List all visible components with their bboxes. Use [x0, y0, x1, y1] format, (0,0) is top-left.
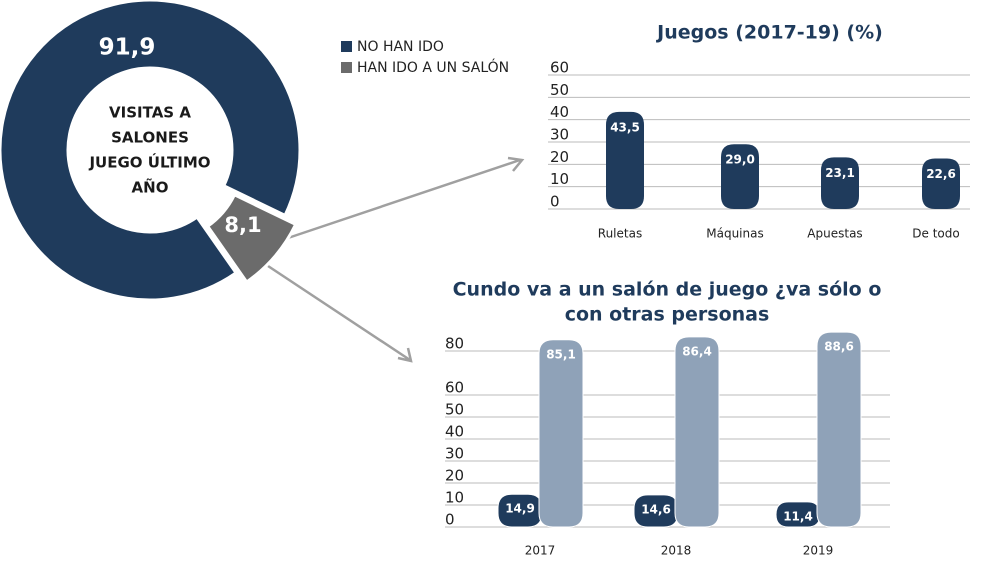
bar: [721, 144, 759, 209]
value-label: 88,6: [824, 340, 854, 354]
legend-swatch: [341, 41, 352, 52]
legend-label: NO HAN IDO: [357, 39, 444, 55]
y-tick-label: 0: [445, 511, 455, 529]
y-tick-label: 40: [445, 423, 464, 441]
legend-swatch: [341, 62, 352, 73]
value-label: 11,4: [783, 509, 813, 523]
arrow: [267, 264, 413, 363]
bar: [922, 158, 960, 209]
bar: [816, 331, 862, 528]
y-tick-label: 40: [550, 103, 569, 121]
legend-label: HAN IDO A UN SALÓN: [357, 58, 509, 76]
y-tick-label: 10: [445, 489, 464, 507]
bar: [606, 111, 644, 209]
chart-title: Cundo va a un salón de juego ¿va sólo o: [453, 279, 882, 301]
y-tick-label: 20: [550, 148, 569, 166]
y-tick-label: 0: [550, 193, 560, 211]
center-label: SALONES: [111, 129, 189, 147]
y-tick-label: 20: [445, 467, 464, 485]
center-label: VISITAS A: [109, 104, 191, 122]
value-label: 23,1: [825, 166, 855, 180]
x-tick-label: 2019: [803, 544, 834, 558]
x-tick-label: Ruletas: [598, 227, 642, 241]
value-label: 14,6: [641, 502, 671, 516]
x-tick-label: Máquinas: [706, 227, 763, 241]
y-tick-label: 50: [445, 401, 464, 419]
bar: [674, 336, 720, 528]
y-tick-label: 30: [550, 126, 569, 144]
center-label: JUEGO ÚLTIMO: [88, 153, 210, 172]
slice-label: 91,9: [99, 35, 156, 61]
arrow: [281, 156, 525, 242]
x-tick-label: De todo: [912, 227, 959, 241]
x-tick-label: 2018: [661, 544, 692, 558]
y-tick-label: 30: [445, 445, 464, 463]
chart-title: con otras personas: [565, 304, 770, 326]
donut-slice: [205, 192, 298, 285]
value-label: 14,9: [505, 502, 535, 516]
y-tick-label: 60: [445, 379, 464, 397]
chart-title: Juegos (2017-19) (%): [655, 22, 883, 44]
arrows: [267, 156, 525, 363]
slice-label: 8,1: [224, 213, 261, 237]
bar: [538, 339, 584, 528]
donut-slice: [0, 0, 302, 302]
center-label: AÑO: [132, 178, 169, 197]
y-tick-label: 60: [550, 59, 569, 77]
value-label: 22,6: [926, 167, 956, 181]
x-tick-label: Apuestas: [807, 227, 862, 241]
bar: [821, 157, 859, 209]
value-label: 85,1: [546, 347, 576, 361]
y-tick-label: 50: [550, 81, 569, 99]
y-tick-label: 10: [550, 170, 569, 188]
value-label: 29,0: [725, 153, 755, 167]
value-label: 86,4: [682, 344, 712, 358]
value-label: 43,5: [610, 120, 640, 134]
x-tick-label: 2017: [525, 544, 556, 558]
y-tick-label: 80: [445, 335, 464, 353]
